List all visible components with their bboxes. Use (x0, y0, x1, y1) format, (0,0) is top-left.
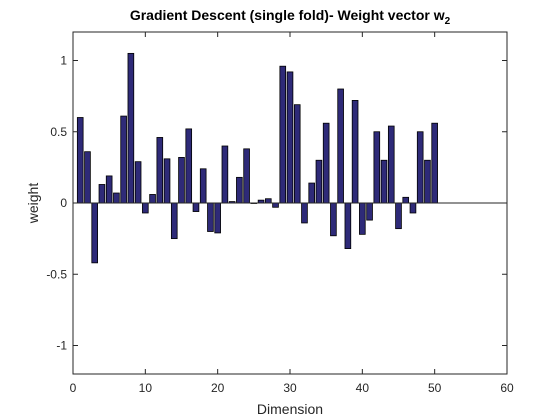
bar-dim-8 (127, 52, 135, 204)
bar-dim-39 (351, 100, 359, 204)
bar-dim-29 (279, 65, 287, 204)
bar-dim-33 (308, 182, 315, 204)
bars-group (76, 52, 438, 264)
x-axis-label: Dimension (257, 401, 323, 417)
bar-dim-30 (286, 71, 294, 204)
bar-dim-21 (221, 145, 229, 204)
y-tick-label: 0.5 (50, 125, 67, 139)
bar-dim-36 (330, 202, 337, 237)
bar-dim-17 (192, 202, 200, 212)
bar-dim-31 (293, 104, 301, 204)
bar-dim-50 (431, 122, 438, 204)
x-tick-label: 50 (428, 381, 442, 395)
bar-dim-1 (76, 117, 84, 204)
bar-dim-43 (380, 159, 388, 204)
x-tick-label: 10 (139, 381, 153, 395)
bar-dim-18 (199, 168, 207, 204)
bar-dim-40 (359, 202, 366, 235)
bar-dim-41 (366, 202, 373, 221)
y-tick-label: 1 (60, 54, 67, 68)
bar-dim-23 (236, 176, 243, 204)
bar-dim-20 (214, 202, 221, 234)
bar-dim-16 (185, 128, 193, 204)
bar-dim-7 (120, 115, 127, 204)
y-axis-label: weight (25, 183, 41, 225)
bar-dim-14 (170, 202, 178, 240)
bar-dim-5 (105, 175, 113, 204)
bar-dim-27 (265, 198, 272, 204)
bar-dim-12 (156, 137, 164, 204)
bar-dim-9 (134, 161, 142, 204)
y-tick-label: 0 (60, 196, 67, 210)
bar-dim-11 (149, 194, 156, 204)
x-tick-label: 60 (500, 381, 514, 395)
bar-dim-10 (142, 202, 149, 214)
bar-dim-4 (98, 184, 106, 204)
bar-dim-48 (416, 131, 424, 204)
bar-dim-3 (91, 202, 98, 264)
bar-dim-6 (113, 192, 120, 204)
bar-dim-15 (178, 156, 185, 204)
y-tick-label: -1 (56, 339, 67, 353)
bar-dim-44 (387, 125, 395, 204)
x-ticks-group: 0 10 20 30 40 50 60 (70, 32, 514, 395)
bar-dim-34 (315, 159, 323, 204)
chart-title-subscript: 2 (445, 16, 451, 27)
x-tick-label: 30 (283, 381, 297, 395)
bar-dim-19 (207, 202, 214, 232)
x-tick-label: 20 (211, 381, 225, 395)
bar-dim-2 (84, 151, 91, 204)
bar-dim-49 (424, 159, 431, 204)
x-tick-label: 0 (70, 381, 77, 395)
bar-dim-38 (344, 202, 352, 249)
bar-dim-32 (301, 202, 308, 224)
bar-dim-13 (163, 158, 171, 204)
bar-dim-37 (337, 88, 344, 204)
chart-title-main: Gradient Descent (single fold)- Weight v… (130, 7, 445, 23)
y-ticks-group: -1 -0.5 0 0.5 1 (46, 54, 507, 353)
plot-area: 0 10 20 30 40 50 60 -1 -0.5 0 0.5 1 (46, 31, 514, 395)
chart-title: Gradient Descent (single fold)- Weight v… (130, 7, 451, 27)
bar-dim-28 (272, 202, 279, 208)
y-tick-label: -0.5 (46, 267, 67, 281)
bar-dim-35 (322, 122, 330, 204)
x-tick-label: 40 (356, 381, 370, 395)
bar-dim-45 (395, 202, 402, 230)
bar-dim-42 (373, 131, 381, 204)
bar-dim-24 (243, 148, 250, 204)
bar-dim-47 (409, 202, 417, 214)
bar-dim-46 (402, 196, 410, 204)
